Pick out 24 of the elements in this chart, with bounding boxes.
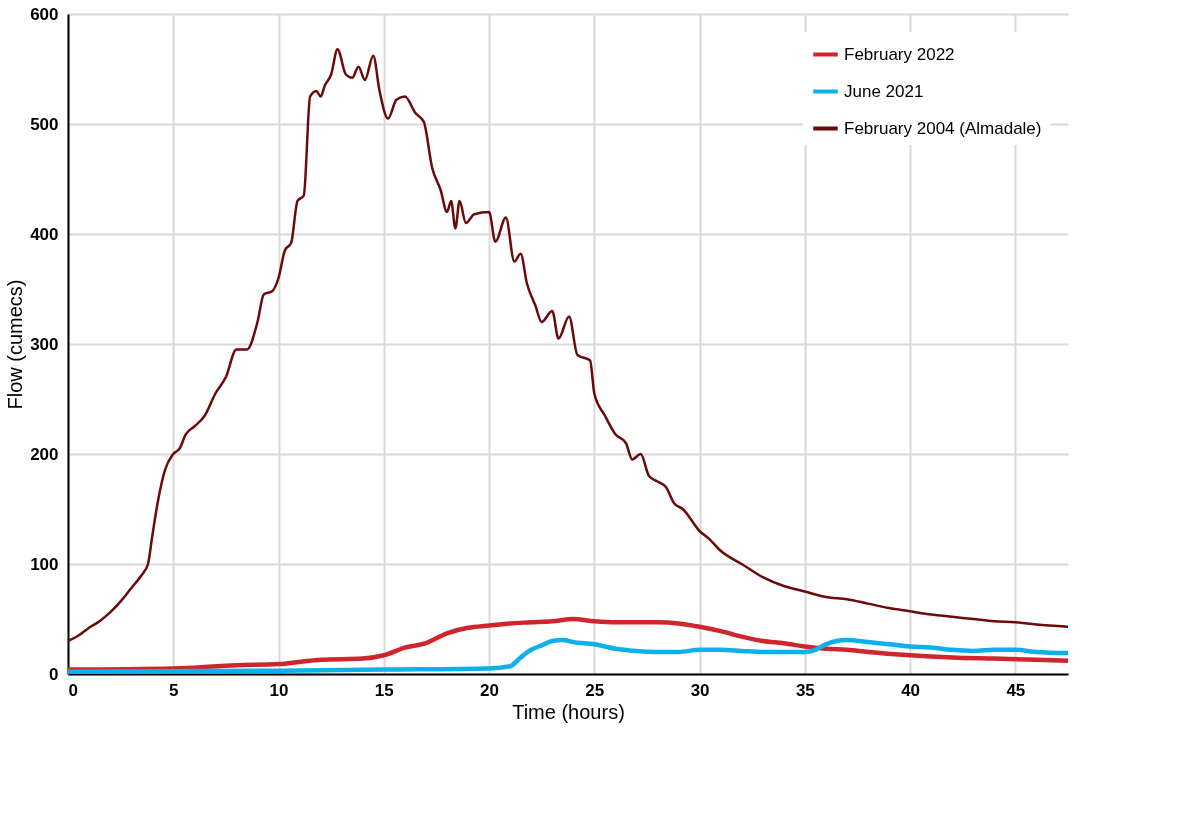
y-tick-label: 400 (30, 224, 59, 244)
x-tick-label: 15 (374, 680, 394, 700)
y-tick-label: 500 (30, 114, 59, 134)
x-tick-label: 40 (901, 680, 921, 700)
x-tick-label: 35 (795, 680, 815, 700)
y-tick-label: 0 (49, 664, 59, 684)
x-tick-label: 10 (269, 680, 289, 700)
x-tick-label: 0 (68, 680, 78, 700)
x-tick-label: 25 (585, 680, 605, 700)
line-series (66, 47, 1070, 643)
x-tick-label: 5 (169, 680, 179, 700)
legend-label: June 2021 (844, 81, 924, 101)
legend-label: February 2004 (Almadale) (844, 118, 1042, 138)
y-axis-title: Flow (cumecs) (4, 279, 27, 410)
x-tick-label: 45 (1006, 680, 1026, 700)
y-tick-label: 200 (30, 444, 59, 464)
legend-label: February 2022 (844, 44, 955, 64)
x-axis-title: Time (hours) (512, 700, 625, 723)
y-tick-label: 300 (30, 334, 59, 354)
line-series (65, 616, 1071, 672)
y-tick-label: 100 (30, 554, 59, 574)
x-tick-label: 30 (690, 680, 710, 700)
x-tick-label: 20 (480, 680, 500, 700)
y-tick-label: 600 (30, 4, 59, 24)
